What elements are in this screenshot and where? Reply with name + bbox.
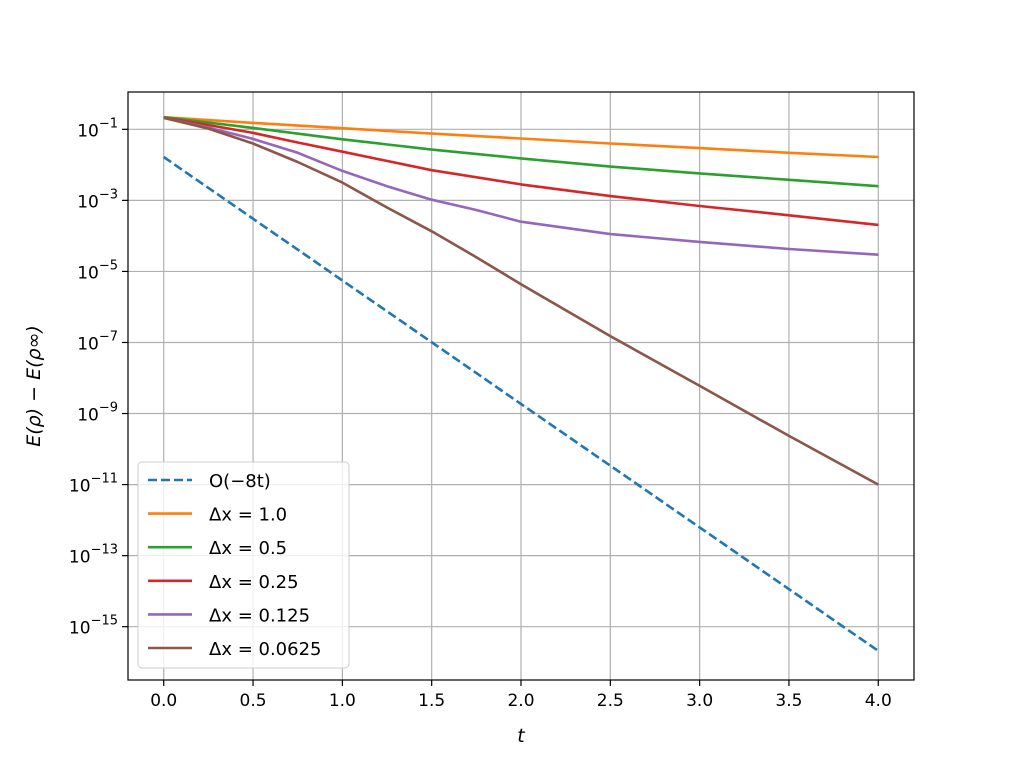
legend: O(−8t) Δx = 1.0 Δx = 0.5 Δx = 0.25 Δx = 0.12… [137, 461, 350, 669]
y-tick-base: 10 [77, 192, 99, 212]
y-tick-label: 10−9 [77, 401, 118, 426]
legend-label: Δx = 0.0625 [209, 639, 321, 660]
y-tick-base: 10 [69, 477, 91, 497]
series-line [163, 115, 879, 159]
y-tick-label: 10−11 [69, 472, 118, 497]
y-tick-label: 10−15 [69, 614, 118, 639]
x-tick-label: 1.0 [329, 691, 356, 711]
y-tick-label: 10−13 [69, 543, 118, 568]
y-tick-base: 10 [77, 121, 99, 141]
x-tick-label: 2.5 [597, 691, 624, 711]
x-tick-label: 0.5 [240, 691, 267, 711]
y-tick-label: 10−5 [77, 258, 118, 283]
y-tick-exponent: −9 [99, 401, 118, 416]
y-tick-base: 10 [69, 548, 91, 568]
y-tick-exponent: −5 [99, 258, 118, 273]
series-line [162, 155, 880, 652]
y-tick-exponent: −1 [99, 116, 118, 131]
series-lines [162, 115, 880, 652]
x-tick-label: 3.0 [686, 691, 713, 711]
x-tick-label: 0.0 [150, 691, 177, 711]
y-tick-base: 10 [77, 406, 99, 426]
y-tick-label: 10−7 [77, 329, 118, 354]
x-tick-label: 2.0 [507, 691, 534, 711]
legend-label: O(−8t) [209, 471, 271, 492]
y-tick-exponent: −3 [99, 187, 118, 202]
series-line [163, 116, 879, 227]
y-tick-exponent: −7 [99, 329, 118, 344]
legend-label: Δx = 0.25 [209, 572, 299, 593]
legend-label: Δx = 0.125 [209, 605, 310, 626]
x-tick-label: 4.0 [865, 691, 892, 711]
y-tick-label: 10−3 [77, 187, 118, 212]
y-tick-base: 10 [77, 263, 99, 283]
legend-label: Δx = 0.5 [209, 538, 287, 559]
series-line [163, 115, 879, 188]
y-tick-base: 10 [77, 334, 99, 354]
y-tick-exponent: −11 [91, 472, 118, 487]
x-tick-label: 3.5 [775, 691, 802, 711]
y-tick-base: 10 [69, 619, 91, 639]
x-axis-label: t [517, 725, 526, 747]
y-tick-exponent: −15 [91, 614, 118, 629]
series-line [163, 116, 879, 486]
y-tick-label: 10−1 [77, 116, 118, 141]
legend-label: Δx = 1.0 [209, 505, 287, 526]
series-line [163, 116, 879, 256]
y-tick-exponent: −13 [91, 543, 118, 558]
y-axis-label: E(ρ) − E(ρ∞) [23, 325, 45, 447]
grid [128, 92, 914, 680]
x-axis-ticks: 0.0 0.5 1.0 1.5 2.0 2.5 3.0 3.5 4.0 [150, 680, 892, 711]
x-tick-label: 1.5 [418, 691, 445, 711]
legend-box [137, 461, 350, 669]
